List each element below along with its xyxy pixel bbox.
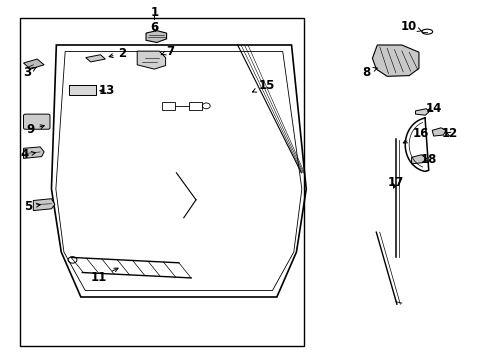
Text: 2: 2 [109, 47, 126, 60]
Text: 18: 18 [420, 153, 437, 166]
Bar [69, 85, 96, 95]
Text: 5: 5 [24, 200, 40, 213]
Polygon shape [86, 55, 105, 62]
Text: 1: 1 [150, 6, 158, 19]
FancyBboxPatch shape [24, 114, 50, 129]
Text: 12: 12 [441, 127, 458, 140]
Polygon shape [416, 109, 429, 115]
Text: 8: 8 [363, 66, 377, 78]
Polygon shape [146, 31, 167, 42]
Polygon shape [412, 155, 426, 164]
Bar [189, 102, 202, 110]
Bar [162, 102, 175, 110]
Text: 10: 10 [400, 20, 422, 33]
Text: 16: 16 [403, 127, 429, 143]
Text: 7: 7 [161, 45, 174, 58]
Bar [20, 18, 304, 346]
Polygon shape [372, 45, 419, 76]
Text: 14: 14 [425, 102, 442, 114]
Text: 6: 6 [151, 21, 159, 34]
Polygon shape [24, 147, 44, 158]
Polygon shape [432, 128, 446, 136]
Text: 3: 3 [23, 66, 36, 79]
Text: 15: 15 [252, 79, 275, 92]
Text: 17: 17 [388, 176, 404, 189]
Text: 11: 11 [91, 268, 118, 284]
Polygon shape [33, 199, 55, 211]
Polygon shape [24, 59, 44, 69]
Text: 13: 13 [98, 84, 115, 97]
Text: 9: 9 [26, 123, 44, 136]
Polygon shape [137, 51, 166, 69]
Text: 4: 4 [21, 148, 35, 161]
